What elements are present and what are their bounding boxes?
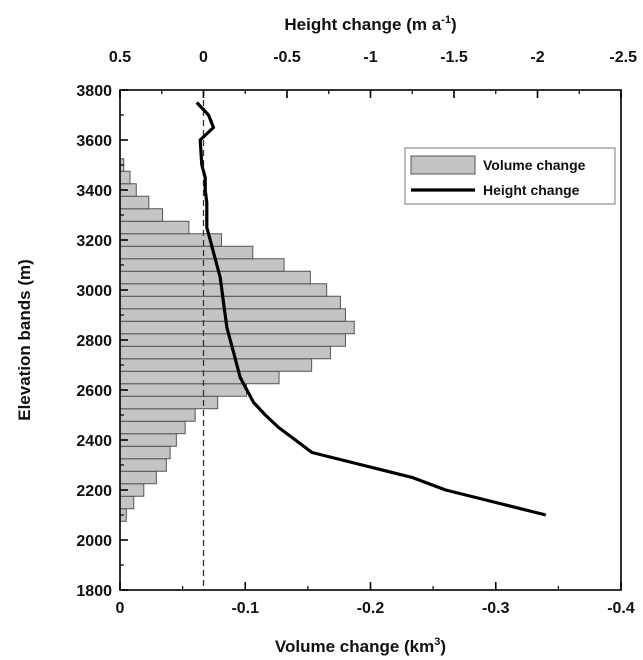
volume-bar [119, 245, 254, 260]
volume-change-bars [119, 158, 355, 522]
bottom-tick-label: -0.3 [482, 600, 510, 617]
top-tick-label: -0.5 [273, 49, 301, 66]
volume-bar [119, 170, 131, 185]
legend: Volume change Height change [404, 147, 616, 205]
volume-bar [119, 445, 171, 460]
top-tick-labels: 0.5 0 -0.5 -1 -1.5 -2 -2.5 [109, 49, 637, 66]
y-tick-label: 2600 [76, 383, 112, 400]
y-tick-labels: 1800 2000 2200 2400 2600 2800 3000 3200 3400 3600… [76, 83, 112, 600]
legend-label-height: Height change [483, 182, 580, 198]
volume-bar [119, 233, 222, 247]
bottom-tick-label: -0.1 [231, 600, 259, 617]
volume-bar [119, 295, 341, 310]
height-change-line [195, 101, 547, 517]
volume-bar [119, 383, 248, 397]
y-tick-label: 3200 [76, 233, 112, 250]
y-tick-label: 2800 [76, 333, 112, 350]
y-axis-title: Elevation bands (m) [15, 259, 34, 421]
top-tick-label: 0.5 [109, 49, 131, 66]
volume-bar [119, 195, 150, 210]
y-tick-label: 3400 [76, 183, 112, 200]
volume-bar [119, 408, 196, 422]
volume-bar [119, 433, 177, 447]
volume-bar [119, 345, 331, 360]
y-tick-label: 2400 [76, 433, 112, 450]
bottom-tick-label: 0 [116, 600, 125, 617]
volume-bar [119, 495, 135, 510]
top-tick-label: -2.5 [609, 49, 637, 66]
volume-bar [119, 358, 313, 372]
volume-bar [119, 270, 311, 285]
volume-bar [119, 308, 346, 322]
volume-bar [119, 220, 190, 235]
axis-ticks [119, 89, 622, 591]
y-tick-label: 3000 [76, 283, 112, 300]
top-tick-label: -1.5 [440, 49, 468, 66]
y-tick-label: 1800 [76, 583, 112, 600]
y-tick-label: 3600 [76, 133, 112, 150]
volume-bar [119, 458, 167, 472]
bottom-tick-label: -0.2 [357, 600, 385, 617]
top-axis-title: Height change (m a-1) [284, 14, 456, 34]
bottom-tick-label: -0.4 [607, 600, 635, 617]
volume-bar [119, 420, 186, 435]
top-tick-label: 0 [199, 49, 208, 66]
legend-swatch-volume [410, 155, 476, 175]
volume-bar [119, 470, 157, 485]
volume-bar [119, 320, 355, 335]
y-tick-label: 2200 [76, 483, 112, 500]
top-tick-label: -2 [530, 49, 544, 66]
top-tick-label: -1 [363, 49, 377, 66]
y-tick-label: 2000 [76, 533, 112, 550]
volume-bar [119, 208, 164, 222]
y-tick-label: 3800 [76, 83, 112, 100]
legend-label-volume: Volume change [483, 157, 586, 173]
volume-bar [119, 258, 285, 272]
bottom-tick-labels: 0 -0.1 -0.2 -0.3 -0.4 [116, 600, 635, 617]
bottom-axis-title: Volume change (km3) [275, 636, 446, 656]
volume-bar [119, 370, 280, 385]
